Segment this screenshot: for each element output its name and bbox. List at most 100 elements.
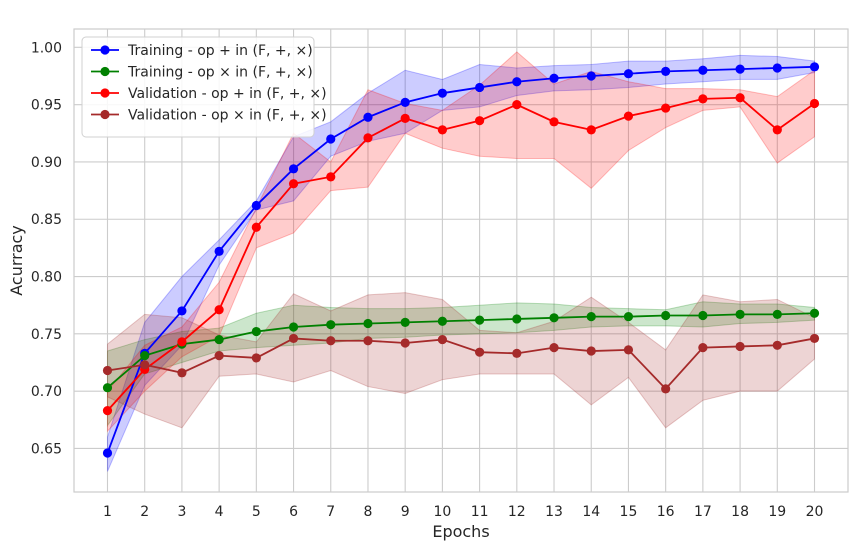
x-tick-label: 15 <box>620 504 638 520</box>
data-point <box>288 322 299 332</box>
confidence-band-1 <box>106 54 816 472</box>
data-point <box>475 315 485 325</box>
data-point <box>698 94 708 104</box>
tick-labels: 1 2 3 4 5 6 7 8 9 10 11 12 13 14 15 16 17 18 19 200.650.700… <box>31 40 824 520</box>
data-point <box>177 368 187 378</box>
data-point <box>661 310 671 321</box>
x-tick-label: 10 <box>433 504 451 520</box>
legend-label: Training - op × in (F, +, ×) <box>127 65 313 81</box>
legend-label: Training - op + in (F, +, ×) <box>127 43 313 59</box>
data-point <box>437 334 447 345</box>
data-point <box>214 351 224 361</box>
data-point <box>437 88 447 98</box>
data-point <box>809 98 820 109</box>
data-point <box>586 346 596 356</box>
x-tick-label: 4 <box>215 504 224 520</box>
data-point <box>735 64 745 74</box>
data-point <box>475 347 485 357</box>
data-point <box>140 351 150 361</box>
confidence-band-4 <box>106 292 816 429</box>
data-point <box>661 66 671 77</box>
data-point <box>177 337 187 347</box>
legend-marker <box>100 66 110 77</box>
data-point <box>512 348 522 358</box>
x-tick-label: 5 <box>252 504 261 520</box>
data-point <box>400 338 410 348</box>
x-tick-label: 7 <box>326 504 335 520</box>
data-point <box>772 340 782 350</box>
series-line-1 <box>106 65 815 454</box>
data-point <box>400 97 410 107</box>
data-point <box>623 111 634 121</box>
data-point <box>363 336 373 346</box>
legend-label: Validation - op × in (F, +, ×) <box>128 108 327 124</box>
x-tick-label: 16 <box>657 504 675 520</box>
x-axis-title: Epochs <box>432 522 489 541</box>
series-line-2 <box>106 312 815 389</box>
data-point <box>400 113 410 123</box>
legend-marker <box>100 109 110 120</box>
data-point <box>772 309 782 319</box>
legend-marker <box>100 88 110 98</box>
data-point <box>102 383 113 393</box>
x-tick-label: 8 <box>364 504 373 520</box>
x-tick-label: 3 <box>177 504 186 520</box>
data-point <box>735 93 745 103</box>
data-point <box>661 384 671 394</box>
series-points <box>102 62 820 458</box>
data-point <box>214 334 224 345</box>
x-tick-label: 17 <box>694 504 712 520</box>
data-point <box>251 222 261 232</box>
x-tick-label: 1 <box>103 504 112 520</box>
data-point <box>400 317 410 327</box>
data-point <box>475 82 485 93</box>
data-point <box>475 116 485 126</box>
data-point <box>623 345 634 355</box>
x-tick-label: 9 <box>401 504 410 520</box>
data-point <box>326 172 336 182</box>
data-point <box>772 125 782 135</box>
data-point <box>549 117 559 127</box>
data-point <box>363 318 373 329</box>
data-point <box>809 333 820 344</box>
x-tick-label: 14 <box>582 504 600 520</box>
data-point <box>586 312 596 322</box>
data-point <box>214 246 224 256</box>
data-point <box>809 62 820 72</box>
data-point <box>437 125 447 135</box>
y-tick-label: 0.85 <box>31 212 62 228</box>
data-point <box>512 100 522 110</box>
data-point <box>698 342 708 353</box>
y-tick-label: 0.90 <box>31 155 62 171</box>
data-point <box>586 125 596 135</box>
y-tick-label: 0.70 <box>31 384 62 400</box>
data-point <box>214 305 224 315</box>
data-point <box>735 309 745 319</box>
data-point <box>549 313 559 323</box>
data-point <box>623 69 634 79</box>
x-tick-label: 20 <box>806 504 824 520</box>
legend: Training - op + in (F, +, ×) Training - o… <box>81 36 327 138</box>
y-tick-label: 0.95 <box>31 98 62 114</box>
y-tick-label: 0.80 <box>31 270 62 286</box>
plot-frame <box>73 28 849 493</box>
x-tick-label: 12 <box>508 504 526 520</box>
data-point <box>326 320 336 330</box>
y-tick-label: 0.65 <box>31 441 62 457</box>
data-point <box>661 103 671 113</box>
x-tick-label: 2 <box>140 504 149 520</box>
legend-marker <box>100 45 110 55</box>
legend-box <box>81 36 315 138</box>
x-tick-label: 11 <box>471 504 489 520</box>
series-lines <box>106 65 816 454</box>
data-point <box>177 306 187 316</box>
data-point <box>623 312 634 322</box>
series-line-4 <box>107 337 815 391</box>
data-point <box>437 316 447 326</box>
data-point <box>512 77 522 87</box>
data-point <box>102 406 113 416</box>
confidence-band-2 <box>106 301 816 428</box>
data-point <box>363 112 373 122</box>
y-axis-title: Acurracy <box>7 225 26 296</box>
